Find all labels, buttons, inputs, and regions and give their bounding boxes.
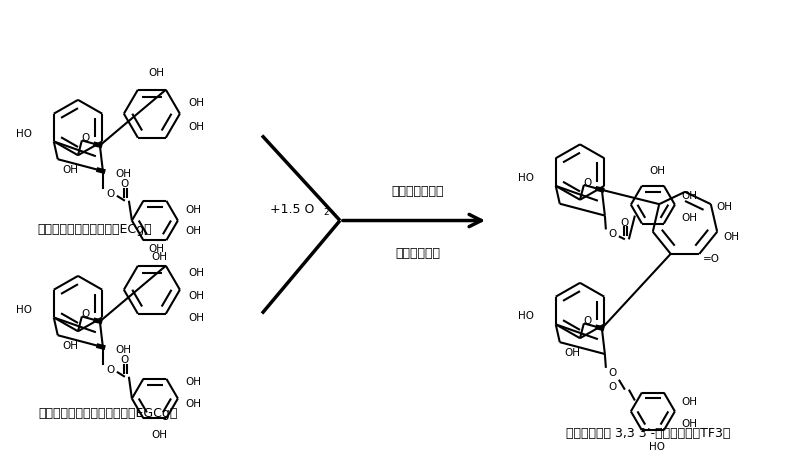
Text: O: O [584, 178, 592, 188]
Text: OH: OH [188, 313, 204, 323]
Text: 酸化縮合反応: 酸化縮合反応 [395, 246, 441, 259]
Text: OH: OH [62, 165, 78, 175]
Text: HO: HO [649, 441, 665, 451]
Text: OH: OH [649, 166, 665, 176]
Text: OH: OH [115, 344, 131, 354]
Text: HO: HO [518, 173, 534, 183]
Text: OH: OH [148, 68, 164, 78]
Text: OH: OH [185, 399, 201, 409]
Text: OH: OH [681, 419, 697, 428]
Text: エピガロカテキンガレート（EGCg）: エピガロカテキンガレート（EGCg） [38, 406, 178, 419]
Text: O: O [609, 381, 617, 391]
Text: OH: OH [185, 204, 201, 214]
Text: O: O [106, 189, 115, 198]
Text: O: O [106, 364, 115, 374]
Text: OH: OH [681, 190, 697, 200]
Text: OH: OH [188, 121, 204, 131]
Text: OH: OH [681, 212, 697, 222]
Text: 2: 2 [323, 207, 329, 216]
Text: OH: OH [717, 202, 733, 212]
Text: O: O [121, 354, 129, 364]
Text: =O: =O [703, 253, 720, 263]
Text: OH: OH [115, 169, 131, 179]
Text: HO: HO [518, 311, 534, 321]
Text: O: O [609, 229, 617, 239]
Text: O: O [82, 133, 90, 143]
Text: OH: OH [681, 396, 697, 407]
Text: テアフラビン 3,3 3’-ジガレート（TF3）: テアフラビン 3,3 3’-ジガレート（TF3） [566, 426, 730, 439]
Text: O: O [121, 179, 129, 189]
Text: OH: OH [188, 290, 204, 300]
Text: HO: HO [16, 128, 32, 138]
Text: OH: OH [723, 231, 739, 241]
Text: O: O [584, 316, 592, 326]
Text: OH: OH [185, 376, 201, 386]
Text: OH: OH [151, 429, 167, 439]
Text: OH: OH [185, 226, 201, 236]
Text: OH: OH [188, 267, 204, 277]
Text: HO: HO [16, 304, 32, 314]
Text: OH: OH [188, 97, 204, 108]
Text: OH: OH [148, 244, 164, 253]
Text: O: O [82, 309, 90, 319]
Text: O: O [621, 217, 629, 227]
Text: OH: OH [564, 347, 580, 357]
Text: OH: OH [62, 341, 78, 350]
Text: +1.5 O: +1.5 O [270, 202, 314, 216]
Text: チャ葉酸化酵素: チャ葉酸化酵素 [392, 185, 444, 198]
Text: エピカテキンガレート（ECg）: エピカテキンガレート（ECg） [38, 222, 152, 235]
Text: O: O [609, 367, 617, 377]
Text: OH: OH [151, 252, 167, 262]
